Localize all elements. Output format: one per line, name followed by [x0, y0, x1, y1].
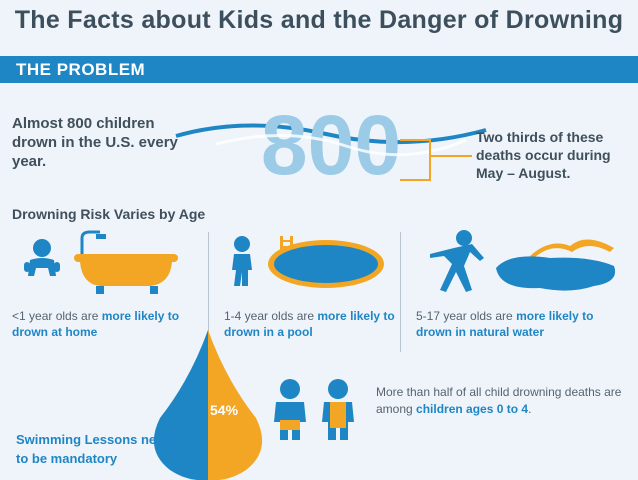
child-diving-icon: [430, 230, 484, 292]
page-title: The Facts about Kids and the Danger of D…: [14, 6, 624, 34]
age-caption-toddler: 1-4 year olds are more likely to drown i…: [224, 308, 396, 340]
section-banner: THE PROBLEM: [0, 56, 638, 83]
age-heading: Drowning Risk Varies by Age: [12, 206, 206, 222]
caption-prefix: 5-17 year olds are: [416, 309, 517, 323]
caption-prefix: <1 year olds are: [12, 309, 102, 323]
girl-icon: [322, 379, 354, 440]
swim-lessons-text: Swimming Lessons need to be mandatory: [16, 432, 172, 466]
divider-1: [208, 232, 209, 352]
water-drop-graphic: [153, 330, 263, 480]
drop-left-half: [153, 330, 208, 480]
big-800-graphic: 800: [175, 98, 487, 192]
divider-2: [400, 232, 401, 352]
toddler-icon: [232, 236, 252, 286]
lake-icon: [496, 239, 616, 291]
drop-right-half: [208, 330, 263, 480]
half-prefix: More than half of all child drowning dea…: [376, 385, 622, 416]
caption-emphasis: more likely to drown at home: [12, 309, 180, 339]
half-emphasis: children ages 0 to 4: [416, 402, 529, 416]
drop-percent: 54%: [210, 402, 239, 418]
caption-prefix: 1-4 year olds are: [224, 309, 318, 323]
baby-icon: [24, 239, 60, 276]
half-suffix: .: [528, 402, 532, 416]
stat-left-text: Almost 800 children drown in the U.S. ev…: [12, 115, 178, 170]
age-caption-infant: <1 year olds are more likely to drown at…: [12, 308, 202, 340]
big-number: 800: [261, 98, 401, 192]
bathtub-icon: [74, 230, 178, 294]
connector-bracket: [400, 139, 472, 181]
stat-right-text: Two thirds of these deaths occur during …: [476, 129, 611, 181]
pool-icon: [268, 236, 384, 288]
wave-line: [175, 123, 487, 145]
caption-emphasis: more likely to drown in a pool: [224, 309, 395, 339]
caption-emphasis: more likely to drown in natural water: [416, 309, 594, 339]
age-caption-youth: 5-17 year olds are more likely to drown …: [416, 308, 632, 340]
half-deaths-text: More than half of all child drowning dea…: [376, 384, 626, 418]
banner-label: THE PROBLEM: [16, 60, 146, 79]
boy-icon: [274, 379, 306, 440]
